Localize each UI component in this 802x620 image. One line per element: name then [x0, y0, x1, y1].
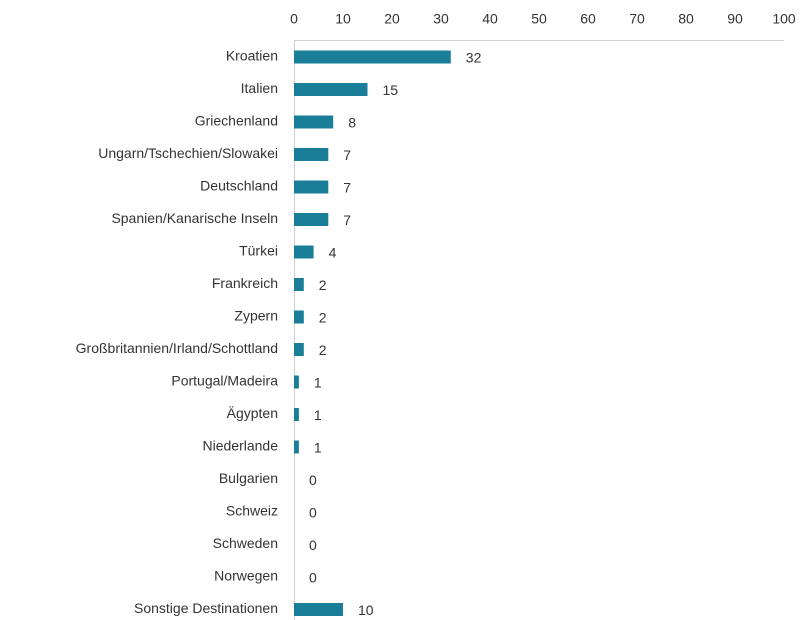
bar [294, 343, 304, 356]
y-tick-label: Schweden [213, 535, 278, 551]
bar [294, 440, 299, 454]
bar [294, 408, 299, 421]
x-tick-label: 50 [531, 11, 547, 27]
data-label: 0 [309, 537, 317, 553]
y-tick-label: Griechenland [195, 113, 278, 129]
y-tick-label: Zypern [234, 308, 278, 324]
data-label: 2 [319, 342, 327, 358]
bar [294, 310, 304, 324]
y-tick-label: Deutschland [200, 178, 278, 194]
x-tick-label: 20 [384, 11, 400, 27]
data-label: 15 [383, 82, 399, 98]
y-tick-label: Niederlande [203, 438, 279, 454]
y-tick-label: Bulgarien [219, 470, 278, 486]
y-tick-label: Italien [241, 80, 278, 96]
data-label: 2 [319, 310, 327, 326]
x-tick-label: 30 [433, 11, 449, 27]
bar [294, 50, 451, 64]
x-tick-label: 40 [482, 11, 498, 27]
x-tick-label: 0 [290, 11, 298, 27]
data-label: 7 [343, 180, 351, 196]
data-label: 0 [309, 570, 317, 586]
bar [294, 148, 329, 161]
data-label: 32 [466, 50, 482, 66]
data-label: 0 [309, 505, 317, 521]
y-tick-label: Sonstige Destinationen [134, 600, 278, 616]
y-tick-label: Türkei [239, 243, 278, 259]
y-tick-label: Kroatien [226, 48, 278, 64]
x-tick-label: 80 [678, 11, 694, 27]
data-label: 7 [343, 147, 351, 163]
x-tick-label: 10 [335, 11, 351, 27]
data-label: 1 [314, 375, 322, 391]
bar [294, 180, 329, 194]
bar [294, 245, 314, 259]
x-tick-label: 90 [727, 11, 743, 27]
data-label: 4 [329, 245, 337, 261]
y-tick-label: Schweiz [226, 503, 278, 519]
x-tick-label: 70 [629, 11, 645, 27]
bar [294, 603, 343, 616]
bar [294, 375, 299, 389]
y-tick-label: Spanien/Kanarische Inseln [111, 210, 278, 226]
x-tick-label: 100 [772, 11, 796, 27]
bar [294, 278, 304, 291]
data-label: 2 [319, 277, 327, 293]
y-tick-label: Ägypten [227, 405, 278, 421]
data-label: 7 [343, 212, 351, 228]
data-label: 1 [314, 440, 322, 456]
y-tick-label: Frankreich [212, 275, 278, 291]
data-label: 1 [314, 407, 322, 423]
x-tick-label: 60 [580, 11, 596, 27]
y-tick-label: Ungarn/Tschechien/Slowakei [98, 145, 278, 161]
y-tick-label: Norwegen [214, 568, 278, 584]
bar [294, 115, 334, 129]
y-tick-label: Großbritannien/Irland/Schottland [76, 340, 278, 356]
data-label: 10 [358, 602, 374, 618]
y-tick-label: Portugal/Madeira [171, 373, 278, 389]
bar [294, 83, 368, 96]
data-label: 8 [348, 115, 356, 131]
data-label: 0 [309, 472, 317, 488]
bar [294, 213, 329, 226]
